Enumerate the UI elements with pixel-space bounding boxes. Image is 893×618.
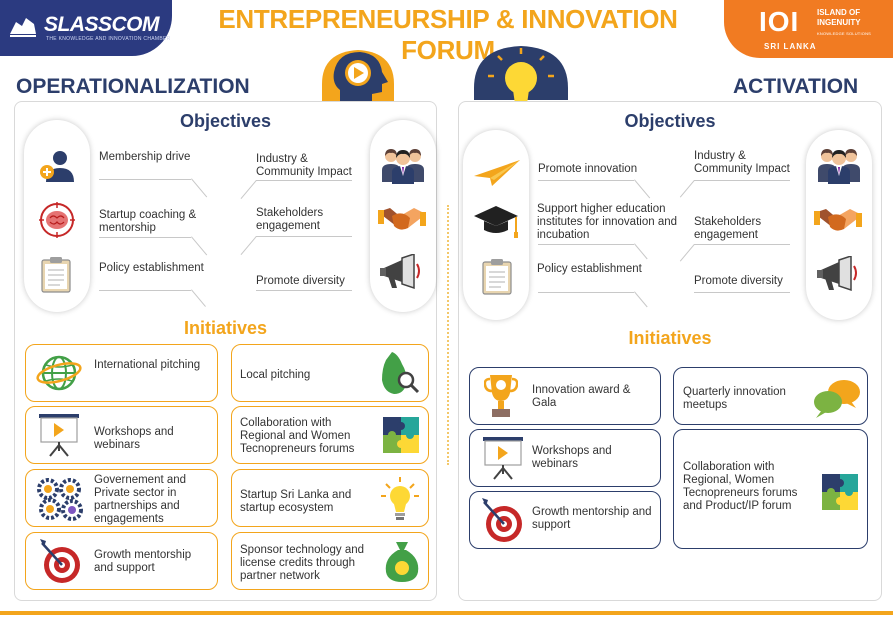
head-play-icon: [322, 50, 394, 102]
page-title: ENTREPRENEURSHIP & INNOVATION FORUM: [218, 4, 678, 65]
money-bag-icon: [385, 542, 419, 582]
activation-heading: ACTIVATION: [733, 75, 859, 98]
partner-name: ISLAND OF INGENUITY: [817, 8, 861, 27]
handshake-icon: [814, 209, 862, 231]
initiative-text: Local pitching: [240, 369, 311, 381]
initiative-text: International pitching: [94, 359, 201, 371]
initiative-text: Collaboration with Regional, Women Tecno…: [683, 461, 798, 512]
initiative-text: Governement and Private sector in partne…: [94, 474, 187, 525]
connector-line: [99, 290, 191, 291]
operationalization-objective-6: Promote diversity: [256, 275, 345, 287]
connector-line: [694, 292, 790, 293]
puzzle-icon: [383, 417, 419, 453]
activation-initiatives-title: Initiatives: [628, 328, 712, 348]
gears-people-icon: [37, 478, 83, 521]
initiative-text: Sponsor technology and license credits t…: [240, 544, 365, 582]
clipboard-icon: [41, 257, 71, 293]
initiative-text: Collaboration with Regional and Women Te…: [240, 417, 355, 455]
connector-line: [256, 290, 352, 291]
add-person-icon: [40, 151, 74, 182]
operationalization-objective-1: Membership drive: [99, 151, 191, 163]
clipboard-icon: [482, 259, 512, 295]
partner-tagline: KNOWLEDGE SOLUTIONS: [817, 31, 872, 36]
brain-target-icon: [39, 202, 75, 238]
operationalization-heading: OPERATIONALIZATION: [16, 75, 250, 98]
island-of-ingenuity-logo: IOI SRI LANKA ISLAND OF INGENUITY KNOWLE…: [724, 0, 893, 58]
sri-lanka-map-icon: [382, 352, 420, 394]
activation-objective-3: Policy establishment: [537, 263, 642, 275]
initiative-text: Workshops and webinars: [532, 445, 612, 470]
target-icon: [482, 498, 522, 542]
connector-line: [694, 244, 790, 245]
connector-line: [538, 292, 634, 293]
initiative-text: Startup Sri Lanka and startup ecosystem: [240, 489, 352, 514]
initiative-text: Workshops and webinars: [94, 426, 174, 451]
lion-logo-icon: [10, 18, 36, 37]
operationalization-objective-2: Startup coaching & mentorship: [99, 209, 197, 234]
connector-line: [538, 244, 634, 245]
partner-country: SRI LANKA: [764, 42, 817, 51]
initiative-text: Innovation award & Gala: [532, 384, 631, 409]
operationalization-objective-5: Stakeholders engagement: [256, 207, 324, 232]
globe-icon: [36, 355, 82, 391]
target-icon: [40, 539, 80, 583]
brand-tagline: THE KNOWLEDGE AND INNOVATION CHAMBER: [46, 36, 171, 42]
activation-objective-2: Support higher education institutes for …: [537, 203, 678, 241]
connector-line: [99, 237, 191, 238]
operationalization-objective-4: Industry & Community Impact: [256, 153, 352, 178]
operationalization-objective-3: Policy establishment: [99, 262, 204, 274]
operationalization-initiatives-title: Initiatives: [183, 318, 268, 338]
connector-line: [256, 236, 352, 237]
lightbulb-icon: [381, 477, 419, 520]
activation-objective-5: Stakeholders engagement: [694, 216, 762, 241]
activation-objectives-title: Objectives: [624, 111, 716, 131]
paper-plane-icon: [474, 160, 520, 186]
operationalization-objectives-title: Objectives: [179, 111, 272, 131]
initiative-text: Growth mentorship and support: [94, 549, 192, 574]
megaphone-icon: [380, 254, 420, 290]
business-people-icon: [382, 149, 424, 184]
partner-mark: IOI: [759, 6, 800, 37]
activation-objective-1: Promote innovation: [538, 163, 638, 175]
business-people-icon: [818, 149, 860, 184]
connector-line: [256, 180, 352, 181]
initiative-text: Growth mentorship and support: [532, 506, 652, 531]
brand-name: SLASSCOM: [44, 13, 160, 36]
activation-objective-4: Industry & Community Impact: [694, 150, 790, 175]
slasscom-logo: SLASSCOM THE KNOWLEDGE AND INNOVATION CH…: [0, 0, 172, 56]
initiative-text: Quarterly innovation meetups: [683, 386, 786, 411]
trophy-icon: [484, 375, 518, 417]
puzzle-icon: [822, 474, 858, 510]
graduation-cap-icon: [474, 206, 518, 238]
connector-line: [694, 180, 790, 181]
handshake-icon: [378, 208, 426, 230]
connector-line: [99, 179, 191, 180]
presentation-board-icon: [483, 437, 523, 480]
presentation-board-icon: [39, 414, 79, 457]
section-divider: [447, 205, 449, 465]
footer-bar: [0, 611, 893, 615]
megaphone-icon: [817, 256, 857, 292]
chat-bubbles-icon: [814, 380, 860, 418]
connector-line: [538, 180, 634, 181]
activation-objective-6: Promote diversity: [694, 275, 783, 287]
